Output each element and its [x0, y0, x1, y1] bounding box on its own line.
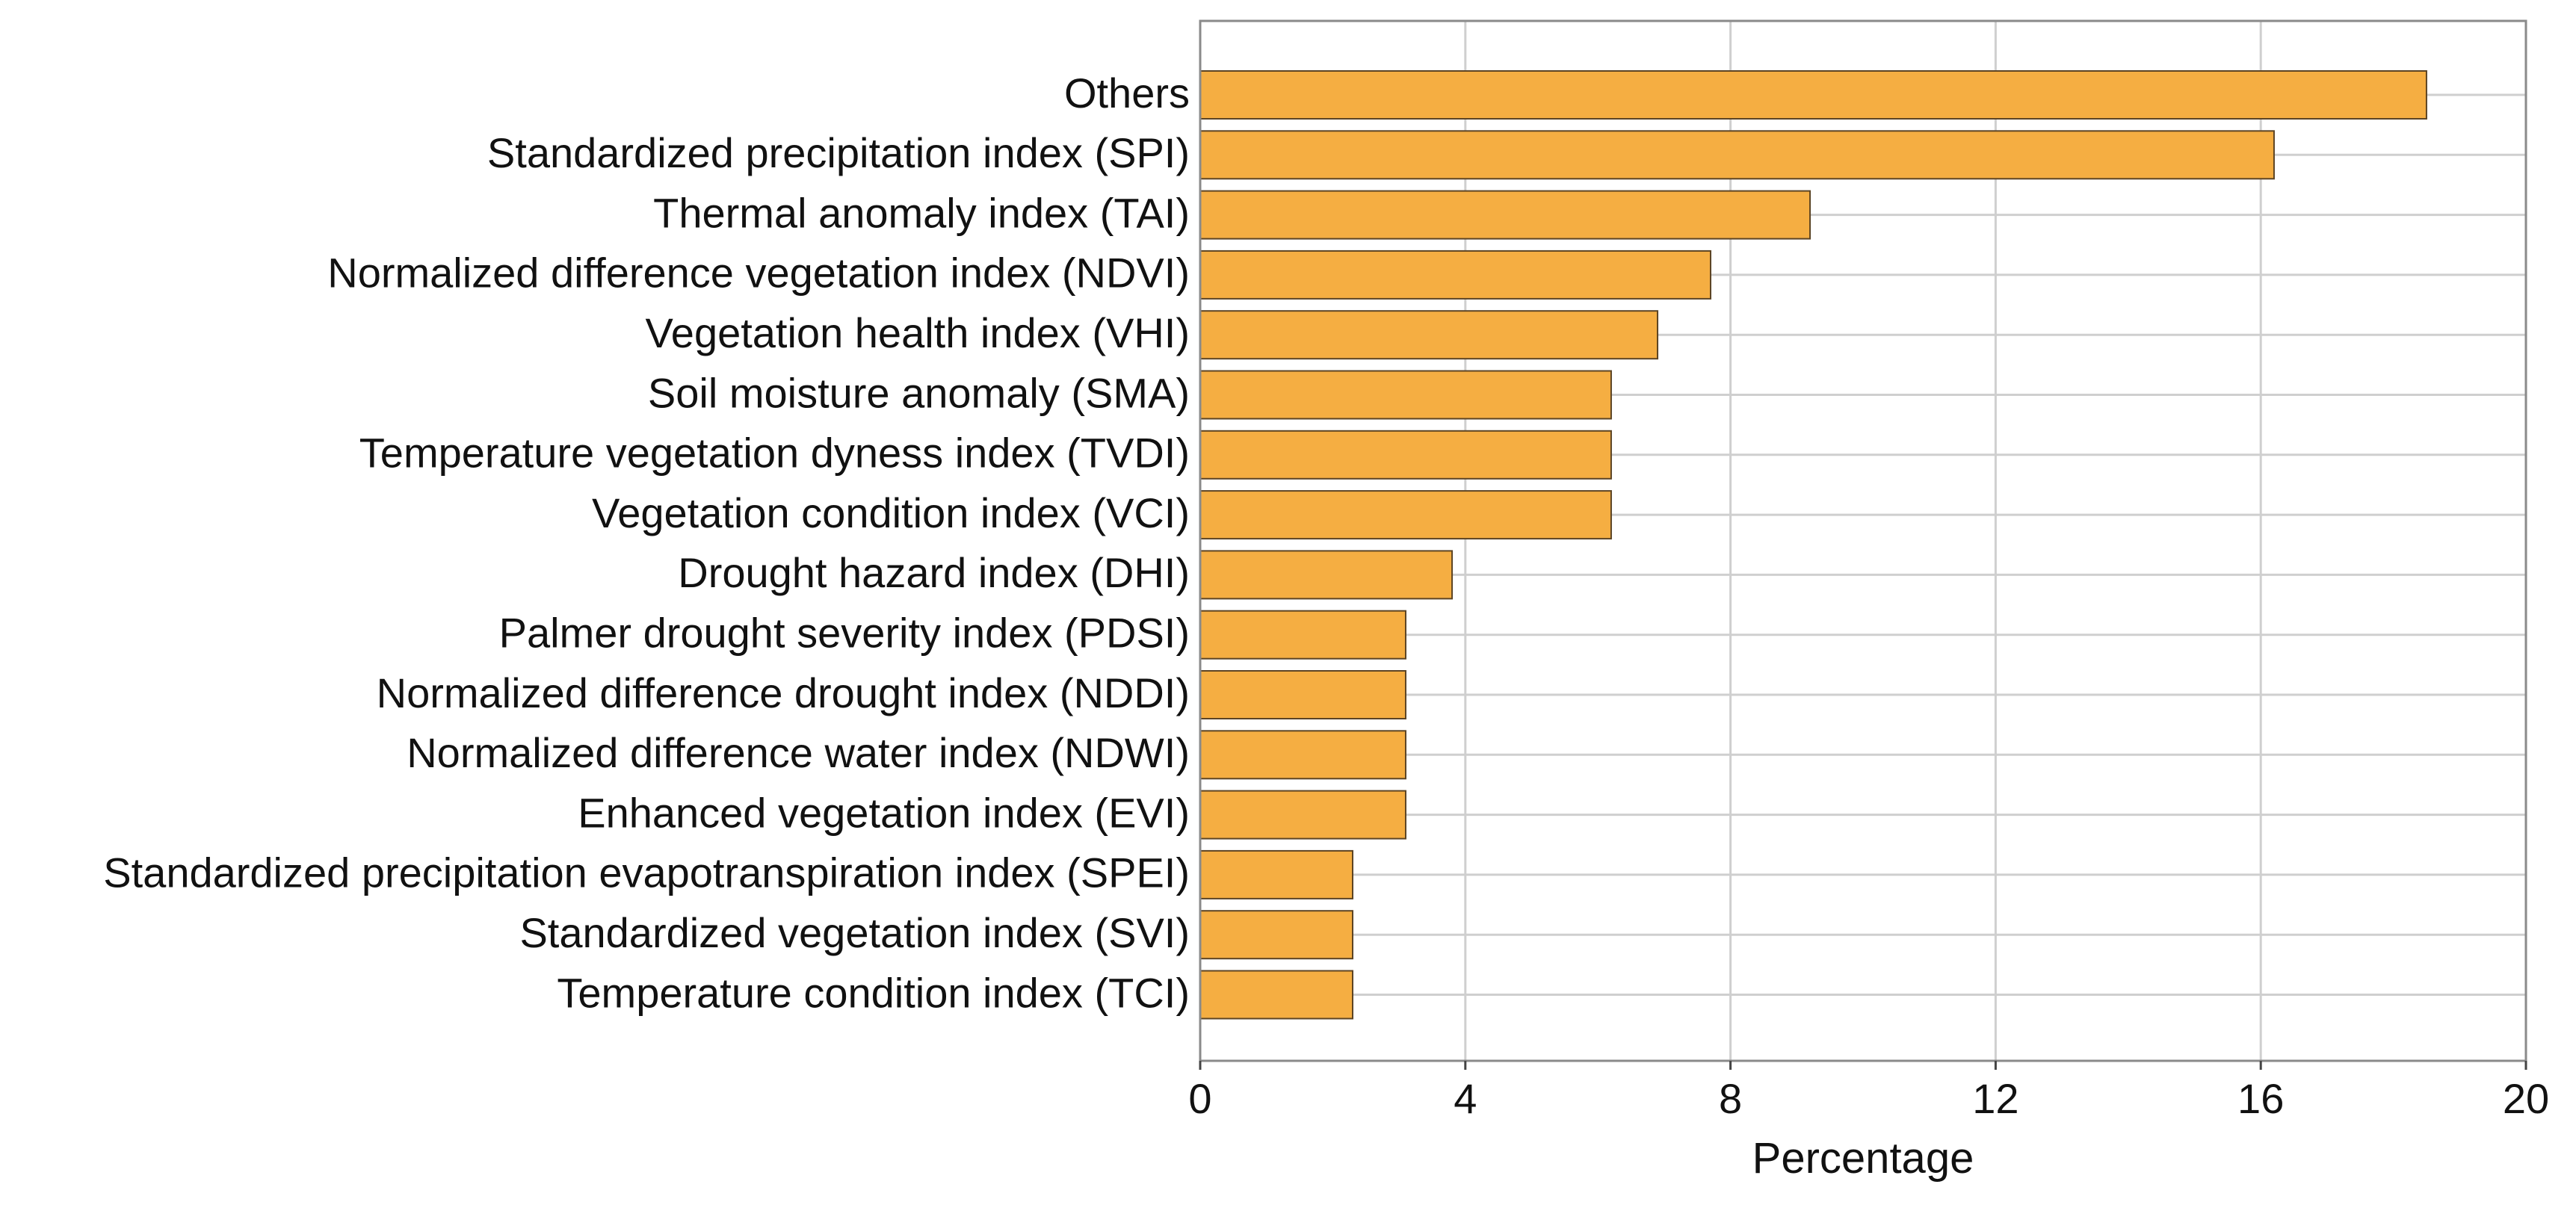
bar-3 — [1199, 190, 1811, 240]
y-tick-label: Temperature condition index (TCI) — [557, 969, 1190, 1016]
y-tick-label: Standardized precipitation evapotranspir… — [103, 849, 1190, 896]
bar-15 — [1199, 910, 1354, 960]
y-tick-label: Standardized vegetation index (SVI) — [519, 909, 1190, 956]
y-tick-label: Normalized difference vegetation index (… — [327, 250, 1190, 297]
bar-4 — [1199, 250, 1711, 300]
x-tick-label: 8 — [1719, 1075, 1742, 1122]
bar-9 — [1199, 550, 1454, 600]
bar-8 — [1199, 490, 1612, 540]
bar-7 — [1199, 430, 1612, 480]
bar-13 — [1199, 790, 1406, 840]
y-tick-label: Vegetation health index (VHI) — [646, 309, 1190, 356]
y-tick-label: Temperature vegetation dyness index (TVD… — [359, 430, 1190, 477]
x-axis-title: Percentage — [1752, 1134, 1974, 1183]
label-layer: Others Standardized precipitation index (… — [103, 69, 2549, 1183]
bar-2 — [1199, 130, 2275, 180]
y-tick-label: Soil moisture anomaly (SMA) — [648, 369, 1190, 416]
y-tick-label: Thermal anomaly index (TAI) — [653, 189, 1190, 236]
x-tick-label: 20 — [2503, 1075, 2549, 1122]
bar-16 — [1199, 970, 1354, 1020]
bar-10 — [1199, 610, 1406, 660]
bar-14 — [1199, 849, 1354, 899]
bar-11 — [1199, 670, 1406, 719]
y-tick-label: Standardized precipitation index (SPI) — [487, 129, 1190, 176]
bar-1 — [1199, 70, 2427, 120]
y-tick-label: Drought hazard index (DHI) — [678, 549, 1190, 596]
y-tick-label: Vegetation condition index (VCI) — [592, 489, 1190, 536]
bar-5 — [1199, 310, 1659, 360]
y-tick-label: Normalized difference drought index (NDD… — [377, 669, 1190, 716]
bar-layer — [1199, 70, 2427, 1020]
x-tick-label: 12 — [1972, 1075, 2019, 1122]
bar-6 — [1199, 370, 1612, 420]
plot-frame — [1199, 19, 2527, 1062]
x-tick-label: 0 — [1188, 1075, 1211, 1122]
bar-12 — [1199, 730, 1406, 780]
y-tick-label: Enhanced vegetation index (EVI) — [578, 789, 1190, 836]
x-tick-label: 4 — [1454, 1075, 1477, 1122]
frame-layer — [1199, 19, 2527, 1070]
y-tick-label: Normalized difference water index (NDWI) — [407, 729, 1190, 776]
y-tick-label: Others — [1064, 69, 1190, 117]
y-tick-label: Palmer drought severity index (PDSI) — [499, 609, 1190, 656]
x-tick-label: 16 — [2237, 1075, 2284, 1122]
